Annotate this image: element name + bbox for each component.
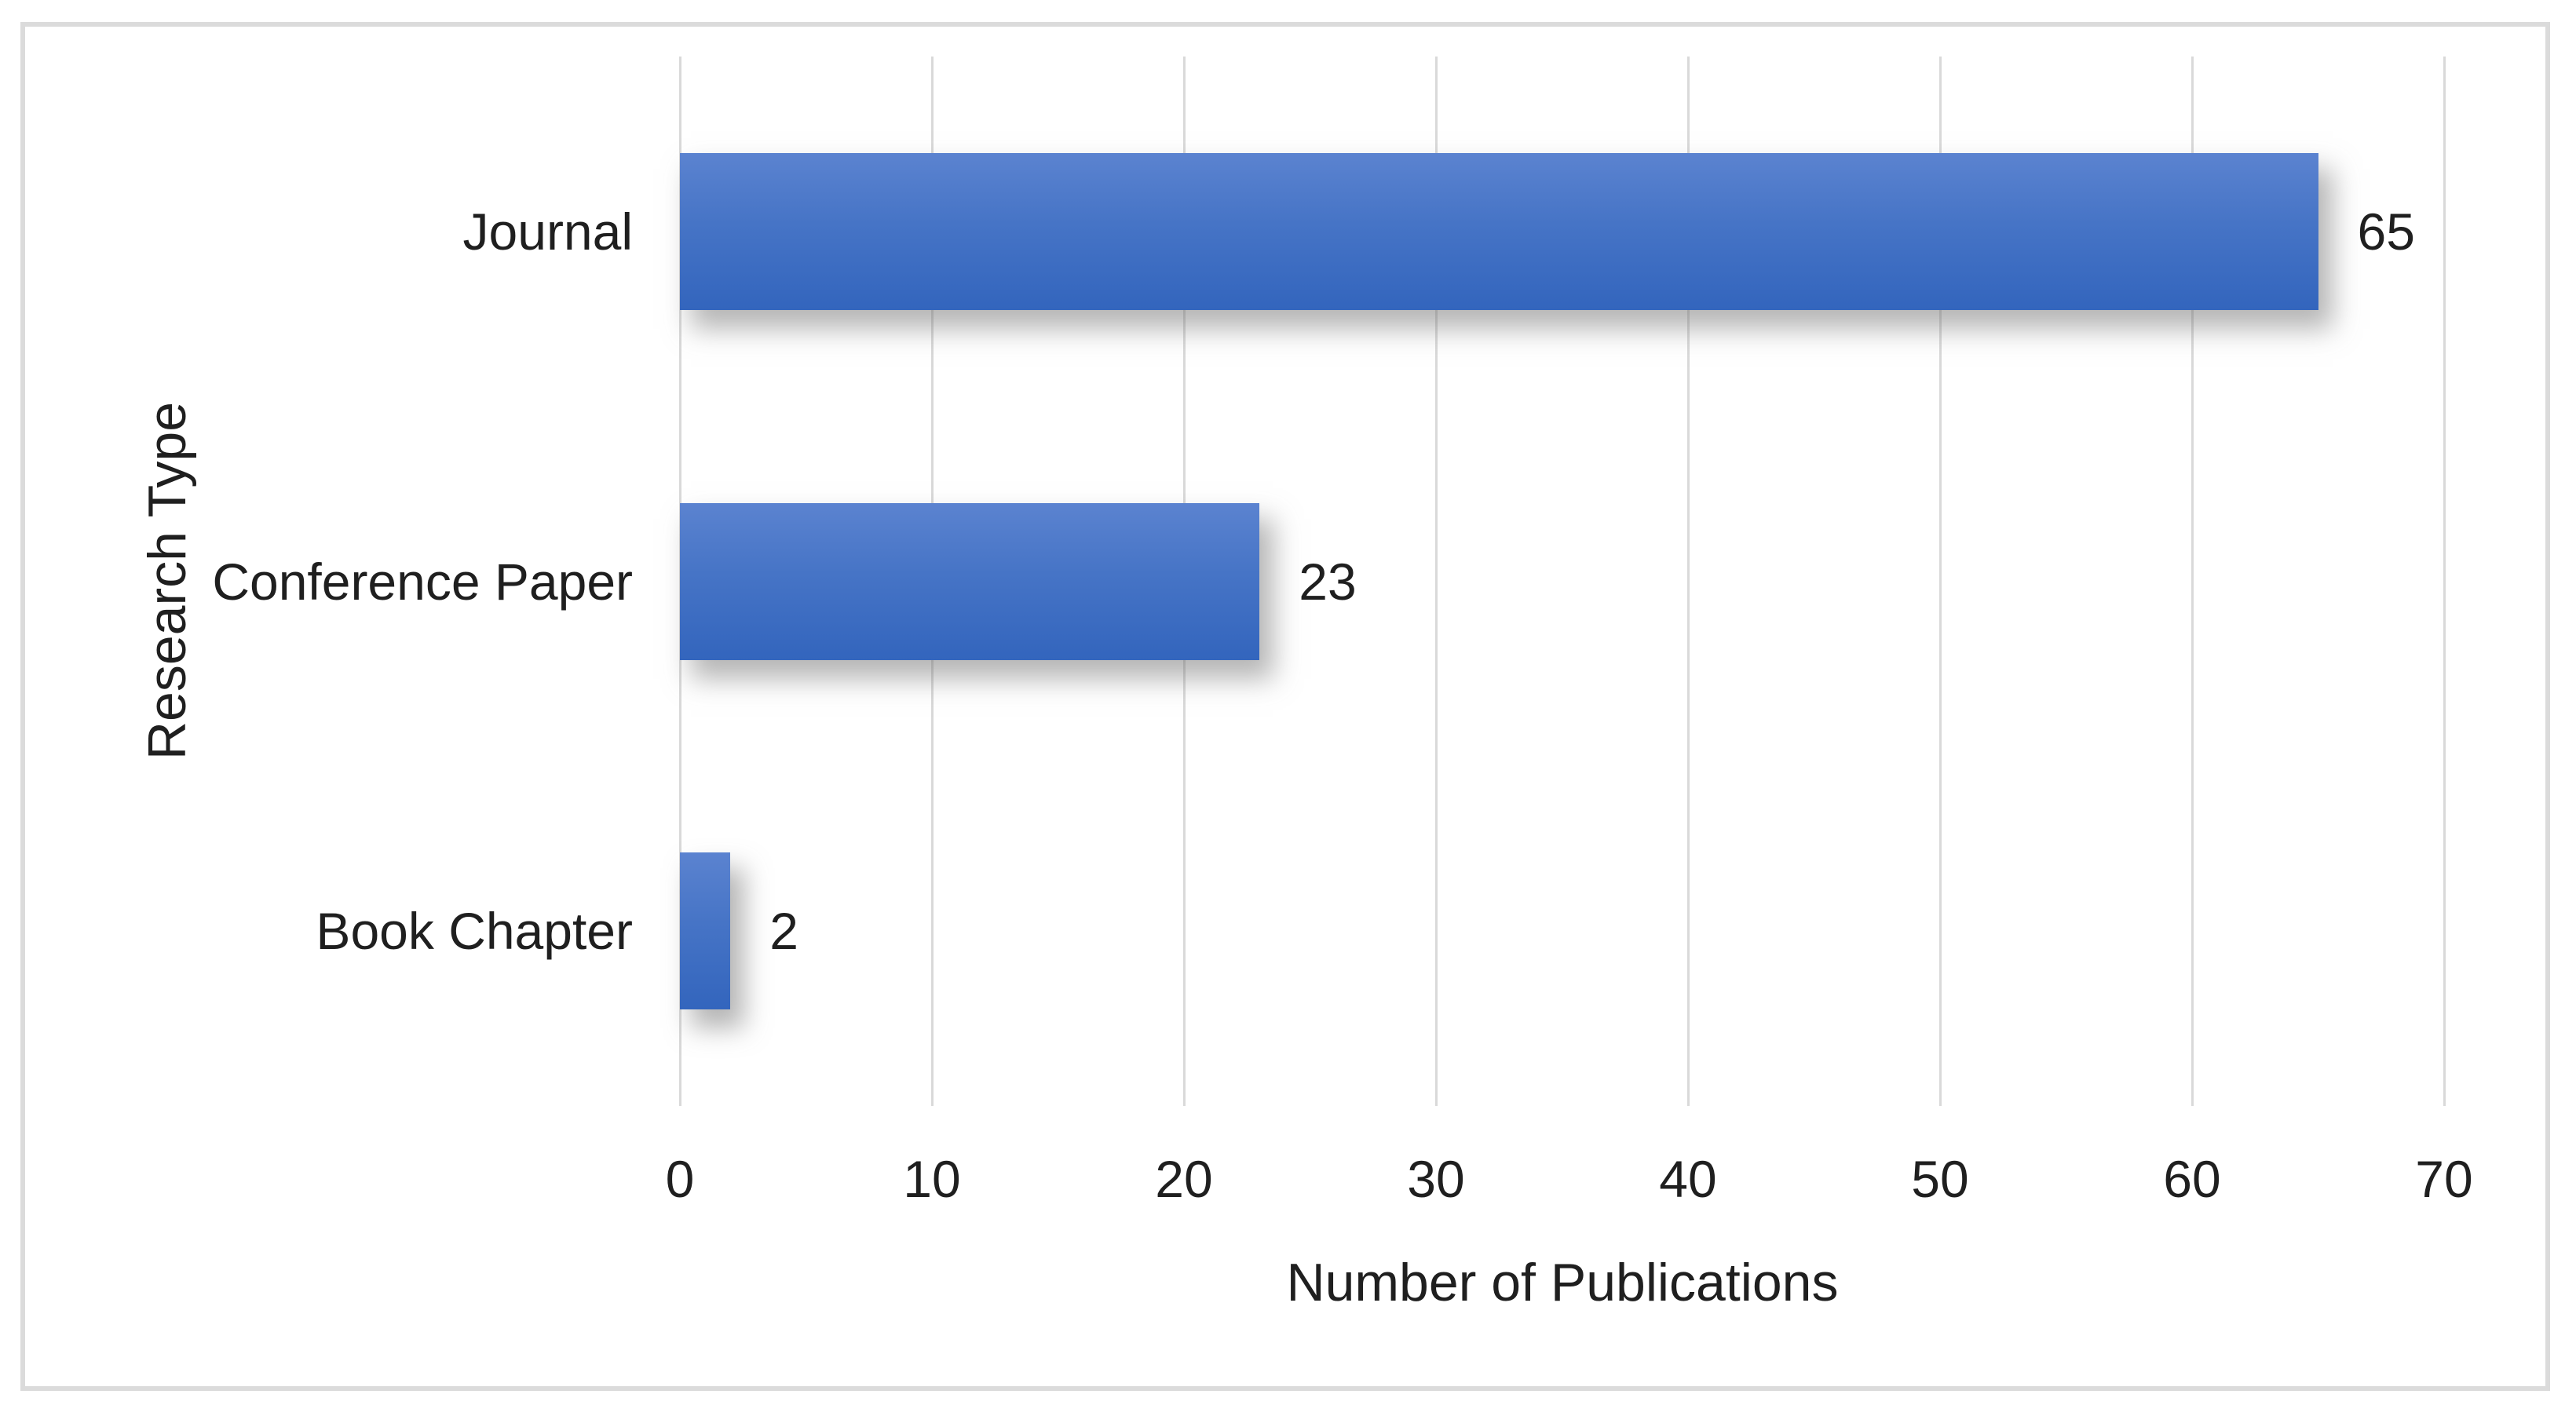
- category-label-book-chapter: Book Chapter: [316, 902, 633, 961]
- category-label-conference-paper: Conference Paper: [212, 552, 633, 611]
- data-label-23: 23: [1299, 552, 1357, 611]
- category-label-journal: Journal: [462, 202, 633, 261]
- gridline-70: [2443, 57, 2446, 1106]
- x-axis-title: Number of Publications: [1286, 1253, 1839, 1312]
- gridline-60: [2191, 57, 2194, 1106]
- gridline-50: [1939, 57, 1942, 1106]
- bar-journal: [680, 152, 2318, 310]
- x-tick-label-50: 50: [1911, 1150, 1969, 1208]
- x-tick-label-30: 30: [1407, 1150, 1465, 1208]
- y-axis-title: Research Type: [137, 401, 197, 761]
- x-tick-label-10: 10: [903, 1150, 961, 1208]
- x-tick-label-60: 60: [2163, 1150, 2221, 1208]
- plot-area: [679, 57, 2446, 1106]
- gridline-30: [1435, 57, 1438, 1106]
- data-label-65: 65: [2357, 202, 2415, 261]
- data-label-2: 2: [769, 902, 798, 961]
- x-tick-label-40: 40: [1659, 1150, 1717, 1208]
- bar-conference-paper: [680, 502, 1260, 660]
- x-tick-label-0: 0: [665, 1150, 695, 1208]
- gridline-40: [1687, 57, 1690, 1106]
- x-tick-label-20: 20: [1155, 1150, 1213, 1208]
- x-tick-label-70: 70: [2415, 1150, 2473, 1208]
- bar-book-chapter: [680, 852, 731, 1010]
